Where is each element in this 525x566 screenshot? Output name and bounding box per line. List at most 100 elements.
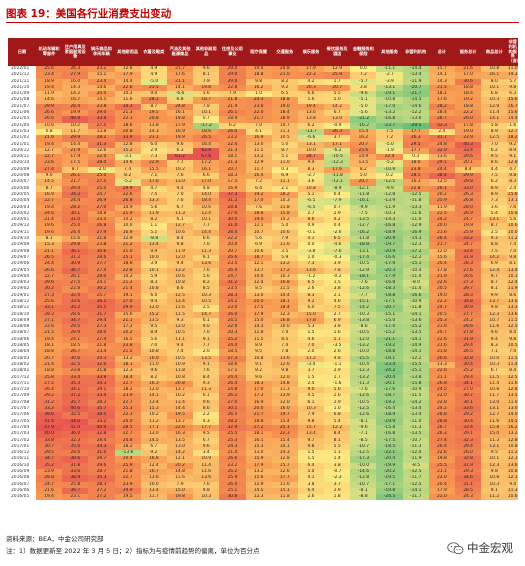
heatmap-cell: -11.7 bbox=[402, 475, 429, 482]
heatmap-cell: 2.9 bbox=[324, 368, 351, 375]
heatmap-cell: -13.6 bbox=[402, 116, 429, 123]
row-date: 2021/10 bbox=[8, 84, 36, 92]
heatmap-cell: 13.6 bbox=[297, 267, 325, 274]
row-date: 2019/11 bbox=[8, 229, 36, 237]
heatmap-cell: 22.6 bbox=[428, 368, 455, 375]
heatmap-cell: -6.5 bbox=[297, 204, 325, 211]
row-date: 2019/06 bbox=[8, 261, 36, 268]
heatmap-cell: -12.3 bbox=[350, 368, 377, 375]
heatmap-cell: 16.2 bbox=[350, 135, 377, 142]
heatmap-cell: 6.8 bbox=[481, 91, 508, 98]
heatmap-cell: 14.1 bbox=[140, 393, 167, 400]
heatmap-cell: 11.6 bbox=[166, 305, 194, 312]
heatmap-cell: 7.6 bbox=[166, 173, 194, 180]
heatmap-cell: 4.3 bbox=[193, 418, 220, 425]
heatmap-cell: 19.8 bbox=[166, 494, 194, 501]
heatmap-cell: 12.0 bbox=[271, 374, 298, 381]
heatmap-cell: 8.3 bbox=[140, 280, 167, 287]
heatmap-cell: -11.9 bbox=[376, 204, 403, 211]
heatmap-cell: 41.4 bbox=[36, 418, 63, 425]
heatmap-cell: -19.9 bbox=[376, 462, 403, 469]
table-row: 2016/12 29.5 28.6 31.0 -13.6 9.2 14.2 3.4 21.4 13… bbox=[8, 450, 518, 457]
heatmap-cell: 5.6 bbox=[245, 236, 272, 243]
heatmap-cell: 16.0 bbox=[271, 406, 298, 413]
heatmap-cell: 11.0 bbox=[140, 361, 167, 369]
heatmap-cell: 30.6 bbox=[62, 355, 89, 362]
heatmap-cell: 14.2 bbox=[62, 91, 89, 98]
heatmap-cell: 18.5 bbox=[62, 343, 89, 350]
heatmap-cell: 15.4 bbox=[350, 128, 377, 136]
heatmap-cell: 10.8 bbox=[481, 387, 508, 394]
heatmap-cell: 27.1 bbox=[36, 317, 63, 325]
heatmap-cell: 25.9 bbox=[324, 72, 351, 79]
heatmap-cell: 5.6 bbox=[507, 217, 518, 224]
heatmap-cell: -13.2 bbox=[350, 374, 377, 381]
heatmap-cell: 7.6 bbox=[245, 204, 272, 211]
row-date: 2019/08 bbox=[8, 248, 36, 255]
heatmap-cell: 16.9 bbox=[114, 229, 141, 237]
heatmap-cell: 7.0 bbox=[481, 141, 508, 148]
heatmap-cell: -6.5 bbox=[297, 198, 325, 205]
heatmap-cell: -12.5 bbox=[402, 191, 429, 199]
heatmap-cell: 23.5 bbox=[219, 261, 246, 268]
heatmap-cell: 17.0 bbox=[193, 179, 220, 186]
heatmap-cell: -17.5 bbox=[376, 437, 403, 444]
heatmap-cell: 21.9 bbox=[114, 210, 141, 218]
heatmap-cell: 22.2 bbox=[428, 298, 455, 306]
heatmap-cell: -20.7 bbox=[402, 84, 429, 92]
heatmap-cell: 17.2 bbox=[271, 267, 298, 274]
heatmap-cell: -8.9 bbox=[324, 185, 351, 192]
heatmap-cell: 0.0 bbox=[350, 66, 377, 73]
heatmap-cell: 20.0 bbox=[245, 298, 272, 306]
heatmap-cell: 24.3 bbox=[245, 97, 272, 104]
heatmap-cell: 33.8 bbox=[36, 437, 63, 444]
heatmap-cell: 5.9 bbox=[271, 254, 298, 262]
heatmap-cell: 11.7 bbox=[140, 494, 167, 501]
table-row: 2021/09 11.9 14.2 20.0 10.3 9.0 -6.6 5.6 7.9 1.0 6… bbox=[8, 91, 518, 98]
heatmap-cell: 31.3 bbox=[88, 141, 115, 148]
heatmap-cell: -8.5 bbox=[350, 437, 377, 444]
heatmap-cell: 10.8 bbox=[140, 286, 167, 293]
heatmap-cell: 4.1 bbox=[245, 128, 272, 136]
heatmap-cell: -10.3 bbox=[350, 311, 377, 318]
heatmap-cell: 2.0 bbox=[297, 349, 325, 356]
heatmap-cell: 14.0 bbox=[245, 273, 272, 281]
heatmap-cell: 7.2 bbox=[245, 179, 272, 186]
heatmap-cell: 23.1 bbox=[140, 135, 167, 142]
heatmap-cell: 10.6 bbox=[166, 229, 194, 237]
heatmap-cell: 12.8 bbox=[507, 160, 518, 167]
heatmap-cell: 18.4 bbox=[455, 91, 482, 98]
heatmap-cell: 20.3 bbox=[297, 84, 325, 92]
heatmap-cell: -12.6 bbox=[350, 286, 377, 293]
heatmap-cell: 25.6 bbox=[36, 298, 63, 306]
heatmap-cell: 19.4 bbox=[36, 204, 63, 211]
heatmap-cell: 29.4 bbox=[455, 443, 482, 451]
heatmap-cell: 18.1 bbox=[271, 298, 298, 306]
heatmap-cell: -21.1 bbox=[376, 336, 403, 344]
row-date: 2017/06 bbox=[8, 412, 36, 419]
heatmap-cell: 18.8 bbox=[36, 368, 63, 375]
heatmap-cell: 30.9 bbox=[455, 305, 482, 312]
heatmap-cell: 11.3 bbox=[481, 437, 508, 444]
heatmap-cell: -17.6 bbox=[376, 387, 403, 394]
heatmap-cell: 19.2 bbox=[455, 97, 482, 104]
heatmap-cell: 34.3 bbox=[88, 380, 115, 388]
heatmap-cell: 23.2 bbox=[219, 135, 246, 142]
heatmap-cell: 11.9 bbox=[140, 210, 167, 218]
heatmap-cell: 14.3 bbox=[428, 78, 455, 85]
heatmap-cell: 12.4 bbox=[140, 462, 167, 469]
heatmap-cell: 21.6 bbox=[428, 229, 455, 237]
heatmap-cell: 9.1 bbox=[481, 487, 508, 495]
heatmap-cell: 18.4 bbox=[114, 374, 141, 381]
heatmap-cell: 14.2 bbox=[166, 450, 194, 457]
row-date: 2016/05 bbox=[8, 494, 36, 501]
heatmap-cell: 30.6 bbox=[88, 248, 115, 255]
heatmap-cell: 23.8 bbox=[114, 343, 141, 350]
heatmap-cell: 18.1 bbox=[36, 343, 63, 350]
heatmap-cell: 23.8 bbox=[402, 166, 429, 174]
heatmap-cell: 13.4 bbox=[140, 242, 167, 249]
heatmap-cell: 28.0 bbox=[88, 160, 115, 167]
heatmap-cell: -17.3 bbox=[350, 456, 377, 463]
heatmap-cell: -0.2 bbox=[324, 273, 351, 281]
heatmap-cell: 22.2 bbox=[219, 236, 246, 243]
